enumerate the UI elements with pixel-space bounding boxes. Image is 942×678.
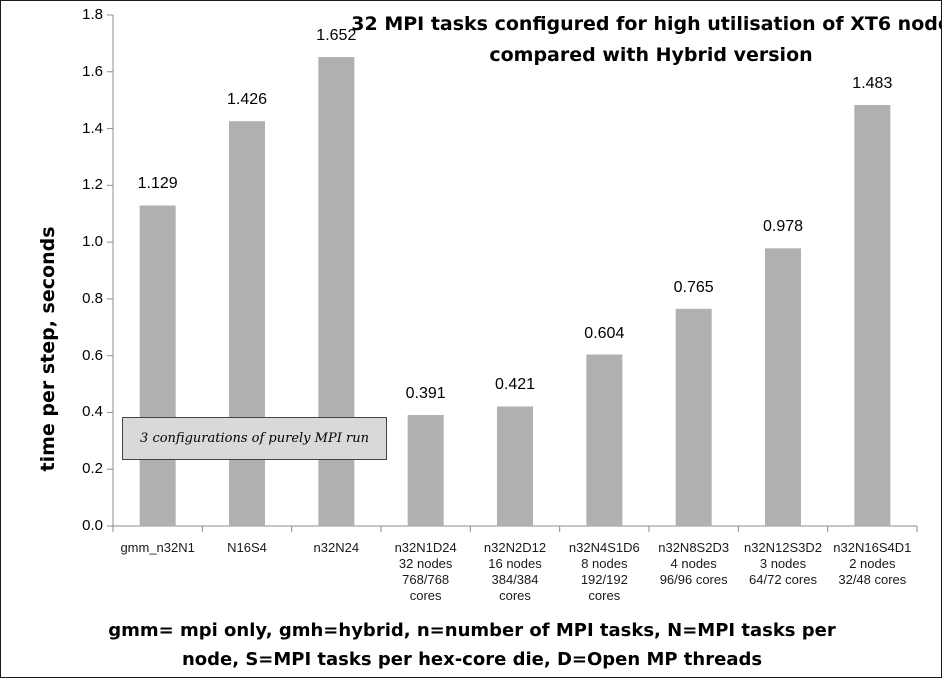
bar — [854, 104, 891, 527]
y-tick-label: 1.2 — [82, 176, 103, 194]
x-tick-label-line: n32N16S4D1 — [833, 540, 912, 555]
y-tick-label: 0.4 — [82, 403, 103, 421]
data-label: 0.978 — [762, 218, 804, 236]
x-tick-label-line: 2 nodes — [849, 556, 896, 571]
x-tick-label-line: n32N2D12 — [483, 540, 547, 555]
x-tick-label: gmm_n32N1 — [110, 540, 206, 556]
x-tick-label-line: 64/72 cores — [749, 572, 817, 587]
x-tick-label: n32N2D12 16 nodes 384/384 cores — [467, 540, 563, 604]
x-tick-label: n32N8S2D3 4 nodes 96/96 cores — [646, 540, 742, 588]
x-tick-label-line: 96/96 cores — [659, 572, 728, 587]
bar — [675, 308, 712, 526]
x-tick-label-line: n32N1D24 — [394, 540, 457, 555]
data-label: 1.426 — [226, 91, 268, 109]
x-tick-label-line: cores — [409, 588, 442, 603]
x-tick-label-line: 768/768 — [402, 572, 450, 587]
y-tick-label: 1.6 — [82, 62, 103, 80]
x-tick-label-line: 192/192 — [580, 572, 628, 587]
bar — [497, 406, 533, 526]
bar — [407, 414, 444, 526]
footnote-line-1: gmm= mpi only, gmh=hybrid, n=number of M… — [108, 620, 836, 641]
data-label: 1.483 — [852, 74, 893, 92]
y-tick-label: 1.0 — [82, 233, 103, 251]
data-label: 0.765 — [673, 278, 714, 296]
x-tick-label-line: 3 nodes — [759, 556, 807, 571]
x-tick-label-line: 32 nodes — [398, 556, 453, 571]
chart-title-line-1: 32 MPI tasks configured for high utilisa… — [351, 13, 942, 35]
bar — [139, 205, 176, 526]
data-label: 1.652 — [316, 27, 357, 44]
y-tick-label: 1.4 — [82, 119, 103, 137]
x-tick-label: n32N1D24 32 nodes 768/768 cores — [378, 540, 474, 604]
x-tick-label: n32N12S3D2 3 nodes 64/72 cores — [735, 540, 831, 588]
data-label: 0.391 — [405, 384, 446, 402]
chart-title-line-2: compared with Hybrid version — [489, 44, 813, 66]
x-tick-label-line: 4 nodes — [670, 556, 717, 571]
footnote-line-2: node, S=MPI tasks per hex-core die, D=Op… — [181, 649, 763, 670]
x-tick-label-line: 8 nodes — [581, 556, 628, 571]
bar — [586, 354, 623, 526]
bar — [229, 121, 265, 527]
x-tick-label-line: n32N8S2D3 — [658, 540, 730, 555]
x-tick-label-line: 384/384 — [491, 572, 539, 587]
data-label: 0.604 — [584, 324, 625, 342]
y-tick-label: 0.6 — [82, 346, 103, 364]
bar — [765, 248, 801, 526]
annotation-box: 3 configurations of purely MPI run — [122, 417, 387, 460]
x-tick-label-line: n32N4S1D6 — [568, 540, 640, 555]
y-tick-label: 1.8 — [82, 6, 103, 23]
x-tick-label: n32N4S1D6 8 nodes 192/192 cores — [556, 540, 652, 604]
x-tick-label: N16S4 — [199, 540, 295, 556]
data-label: 1.129 — [137, 175, 178, 193]
x-tick-label-line: cores — [499, 588, 531, 603]
data-label: 0.421 — [494, 376, 536, 394]
y-axis-label: time per step, seconds — [37, 226, 59, 472]
x-tick-label-line: N16S4 — [227, 540, 267, 555]
x-tick-label-line: 32/48 cores — [838, 572, 907, 587]
annotation-text: 3 configurations of purely MPI run — [140, 431, 369, 446]
x-tick-label: n32N16S4D1 2 nodes 32/48 cores — [824, 540, 920, 588]
x-tick-label-line: n32N12S3D2 — [743, 540, 823, 555]
x-tick-label-line: cores — [588, 588, 621, 603]
x-tick-label-line: gmm_n32N1 — [120, 540, 195, 555]
x-tick-label-line: 16 nodes — [488, 556, 542, 571]
y-tick-label: 0.2 — [82, 460, 103, 478]
x-tick-label-line: n32N24 — [313, 540, 360, 555]
y-tick-label: 0.8 — [82, 289, 103, 307]
y-tick-label: 0.0 — [82, 517, 103, 534]
x-tick-label: n32N24 — [288, 540, 384, 556]
